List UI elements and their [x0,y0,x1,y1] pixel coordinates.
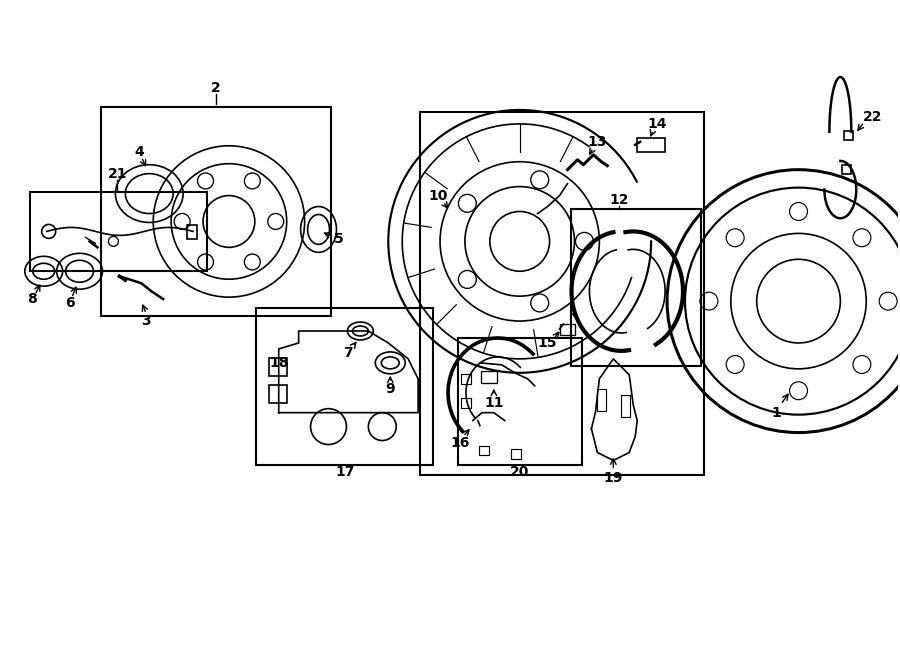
Bar [102,107,330,316]
Bar [621,395,630,416]
Bar [420,112,704,475]
Bar [461,398,471,408]
Bar [256,308,433,465]
Text: 1: 1 [771,406,781,420]
Text: 16: 16 [450,436,470,449]
Bar [269,358,287,376]
Bar [560,324,575,335]
Bar [842,165,851,174]
Text: 7: 7 [344,346,353,360]
Text: 6: 6 [65,296,75,310]
Text: 15: 15 [538,336,557,350]
Text: 22: 22 [862,110,882,124]
Text: 3: 3 [141,314,151,328]
Bar [844,131,853,140]
Text: 8: 8 [27,292,37,306]
Bar [510,449,521,459]
Bar [572,208,701,366]
Bar [637,137,665,152]
Text: 5: 5 [334,233,343,247]
Bar [269,385,287,403]
Text: 14: 14 [647,117,667,131]
Text: 4: 4 [134,145,144,159]
Text: 11: 11 [484,396,504,410]
Text: 21: 21 [108,167,127,180]
Text: 12: 12 [609,192,629,206]
Text: 19: 19 [604,471,623,485]
Bar [458,338,582,465]
Bar [30,192,207,271]
Text: 17: 17 [336,465,356,479]
Bar [598,389,607,410]
Text: 10: 10 [428,188,447,202]
Bar [461,374,471,384]
Bar [187,225,197,239]
Text: 18: 18 [269,356,289,370]
Text: 13: 13 [588,135,608,149]
Bar [479,446,489,455]
Bar [481,371,497,383]
Text: 2: 2 [212,81,220,95]
Text: 20: 20 [510,465,529,479]
Text: 9: 9 [385,382,395,396]
